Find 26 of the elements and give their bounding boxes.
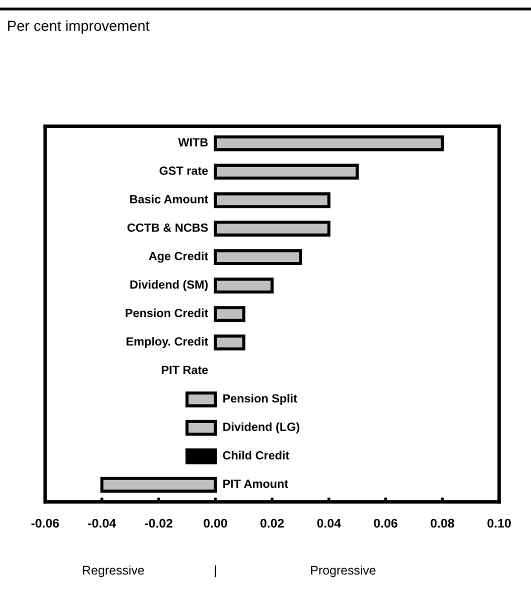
y-tick-label: GST rate: [160, 166, 208, 175]
y-tick-label: WITB: [178, 138, 208, 146]
text: Regressive: [83, 565, 144, 578]
x-tick-label: 0.02: [260, 518, 284, 528]
text: Progressive: [311, 565, 376, 578]
y-tick-label: Dividend (SM): [130, 280, 208, 292]
y-tick-label: PIT Amount: [223, 480, 288, 488]
chart-title: Per cent improvement: [8, 20, 150, 34]
x-tick-label: -0.06: [31, 518, 59, 528]
x-tick-label: 0.10: [487, 518, 511, 528]
x-tick-label: -0.04: [88, 518, 116, 528]
y-tick-label: Pension Split: [223, 394, 298, 405]
x-tick-label: 0.04: [317, 518, 341, 528]
y-tick-label: Basic Amount: [130, 194, 208, 204]
y-tick-label: Dividend (LG): [223, 422, 300, 434]
x-tick-label: 0.06: [374, 518, 398, 528]
x-tick-label: -0.02: [144, 518, 172, 528]
x-tick-label: 0.00: [204, 518, 228, 528]
text: |: [214, 565, 216, 578]
y-tick-label: Child Credit: [222, 450, 290, 460]
y-tick-label: Age Credit: [148, 252, 208, 263]
x-tick-label: 0.08: [430, 518, 454, 528]
y-tick-label: PIT Rate: [162, 366, 208, 374]
y-tick-label: CCTB & NCBS: [127, 223, 208, 232]
y-tick-label: Pension Credit: [126, 308, 208, 318]
y-tick-label: Employ. Credit: [126, 336, 208, 348]
